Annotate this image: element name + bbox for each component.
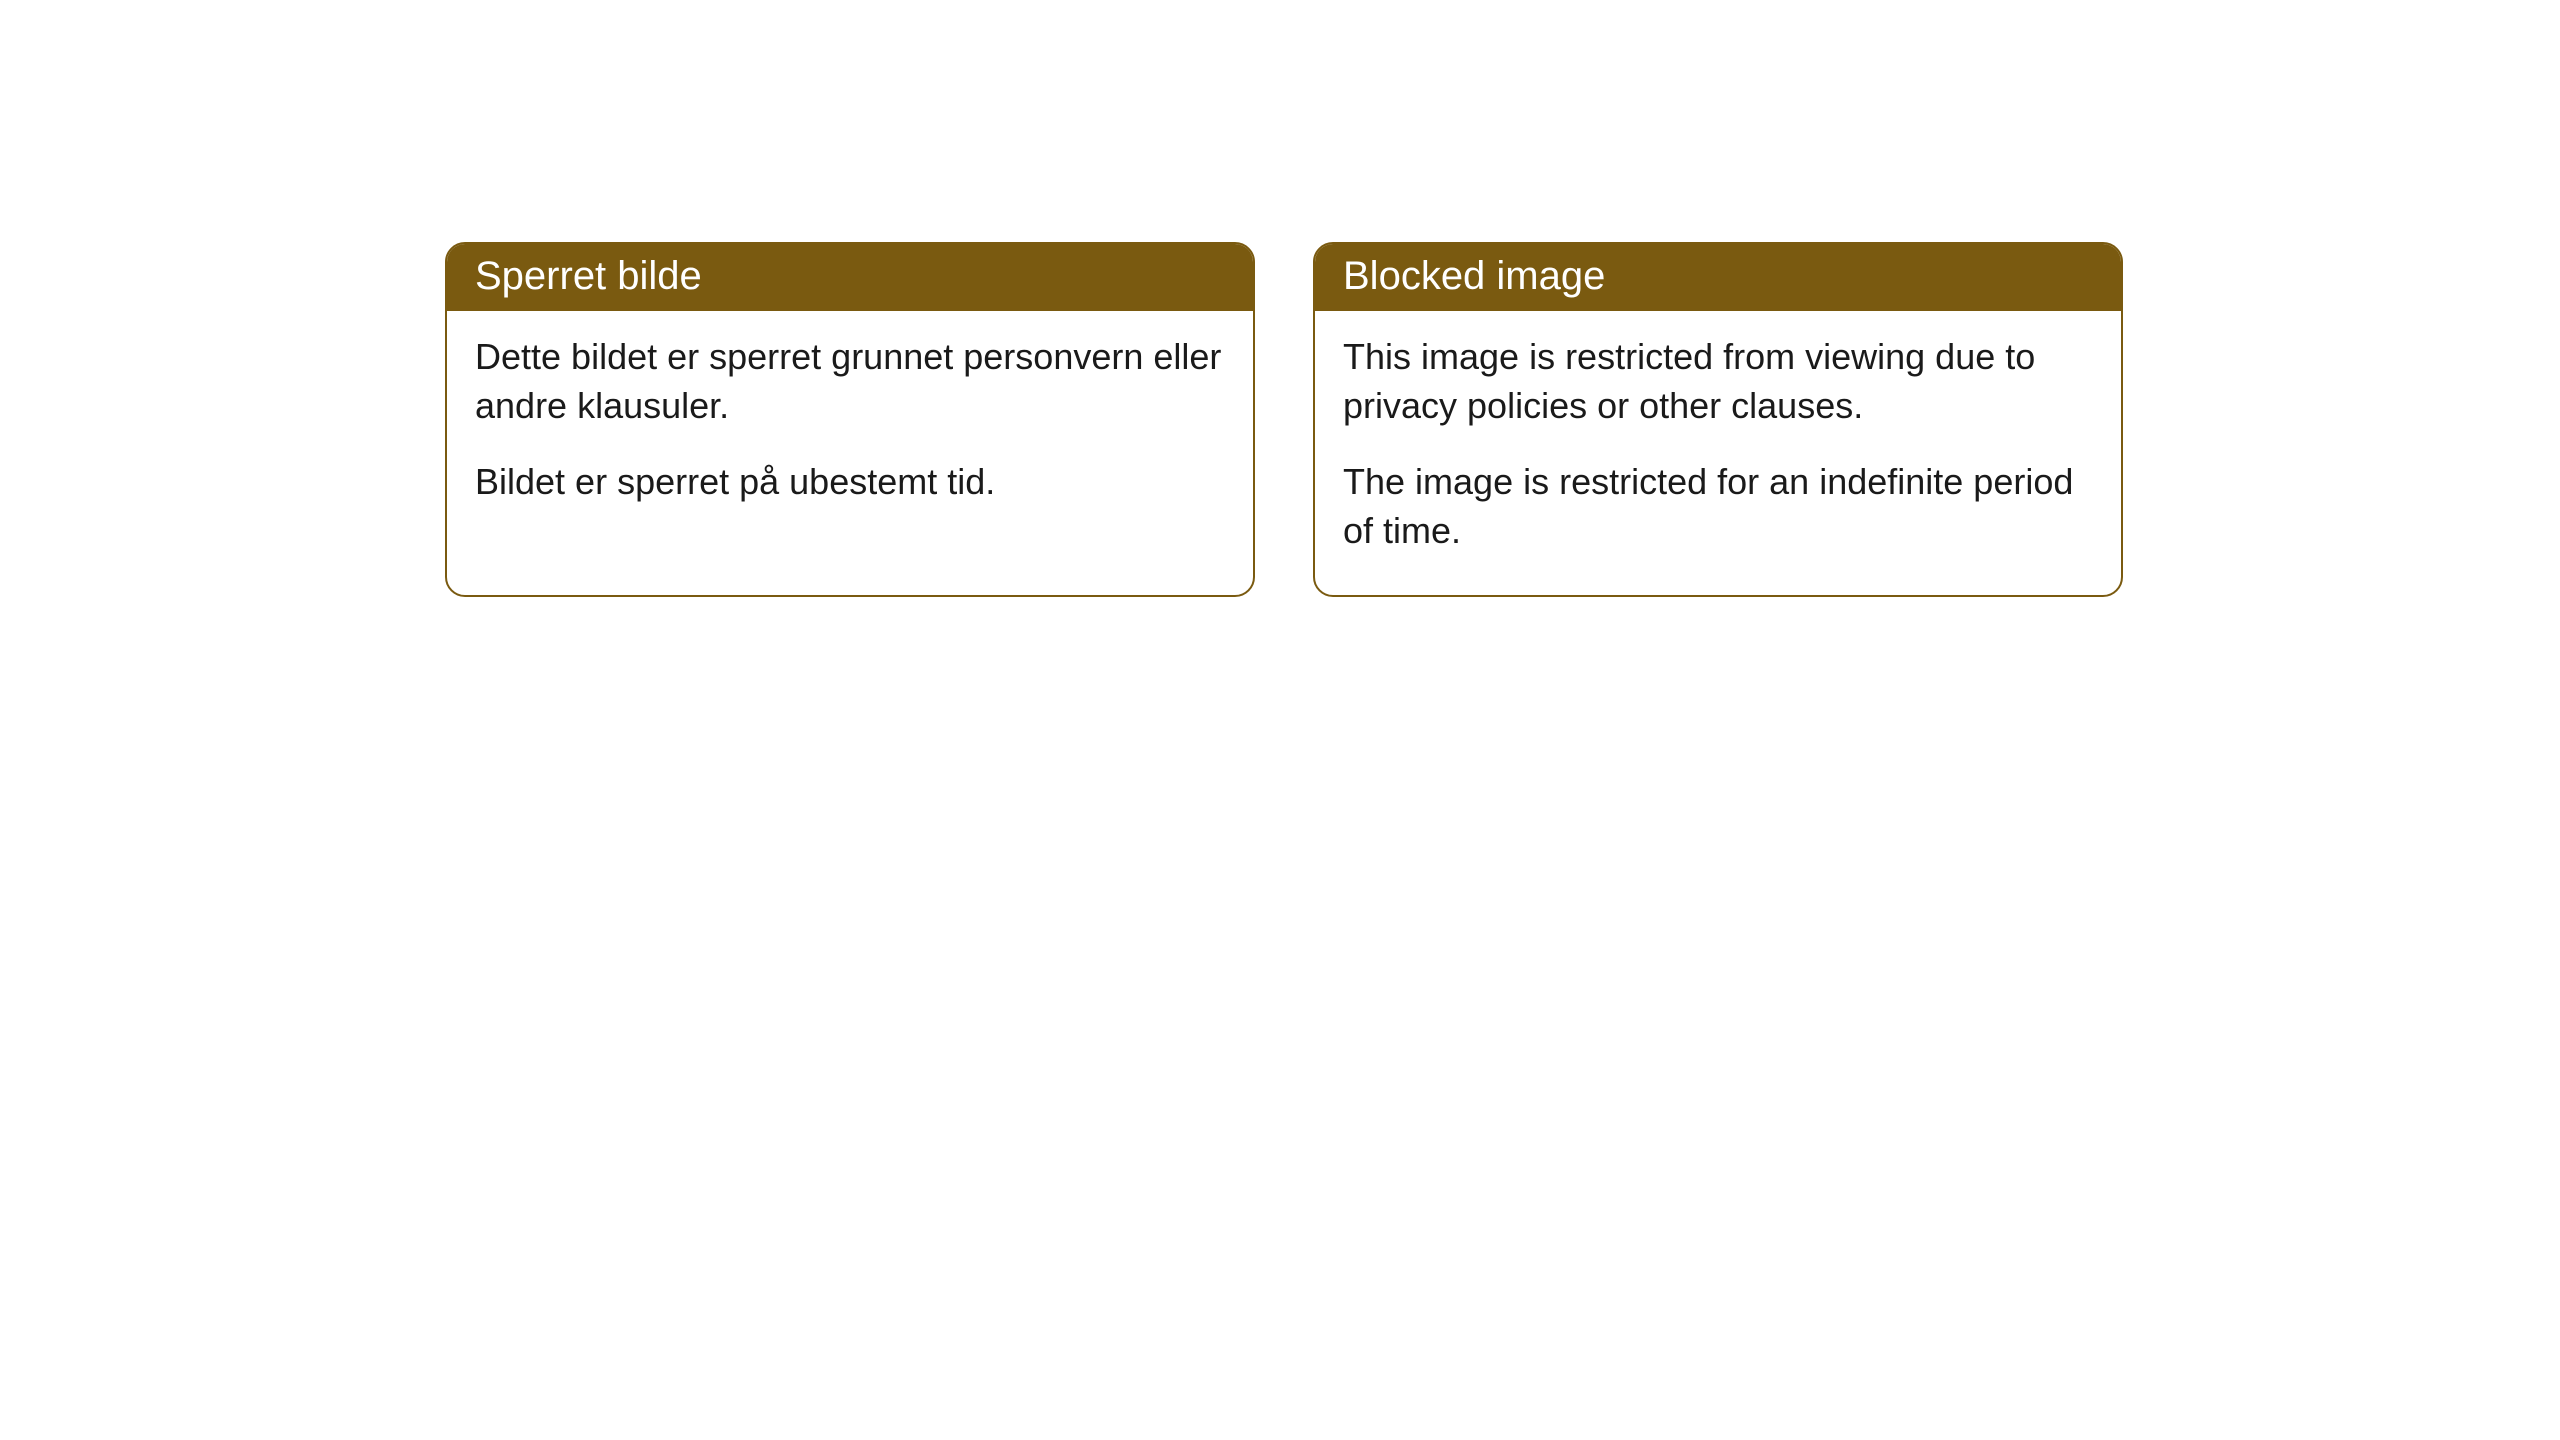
notice-paragraph-2-english: The image is restricted for an indefinit…: [1343, 458, 2093, 555]
notice-header-norwegian: Sperret bilde: [447, 244, 1253, 311]
notice-paragraph-2-norwegian: Bildet er sperret på ubestemt tid.: [475, 458, 1225, 507]
notice-card-norwegian: Sperret bilde Dette bildet er sperret gr…: [445, 242, 1255, 597]
notice-paragraph-1-norwegian: Dette bildet er sperret grunnet personve…: [475, 333, 1225, 430]
notice-card-english: Blocked image This image is restricted f…: [1313, 242, 2123, 597]
notice-body-norwegian: Dette bildet er sperret grunnet personve…: [447, 311, 1253, 547]
notice-body-english: This image is restricted from viewing du…: [1315, 311, 2121, 595]
notice-header-english: Blocked image: [1315, 244, 2121, 311]
notice-paragraph-1-english: This image is restricted from viewing du…: [1343, 333, 2093, 430]
notice-container: Sperret bilde Dette bildet er sperret gr…: [0, 0, 2560, 597]
